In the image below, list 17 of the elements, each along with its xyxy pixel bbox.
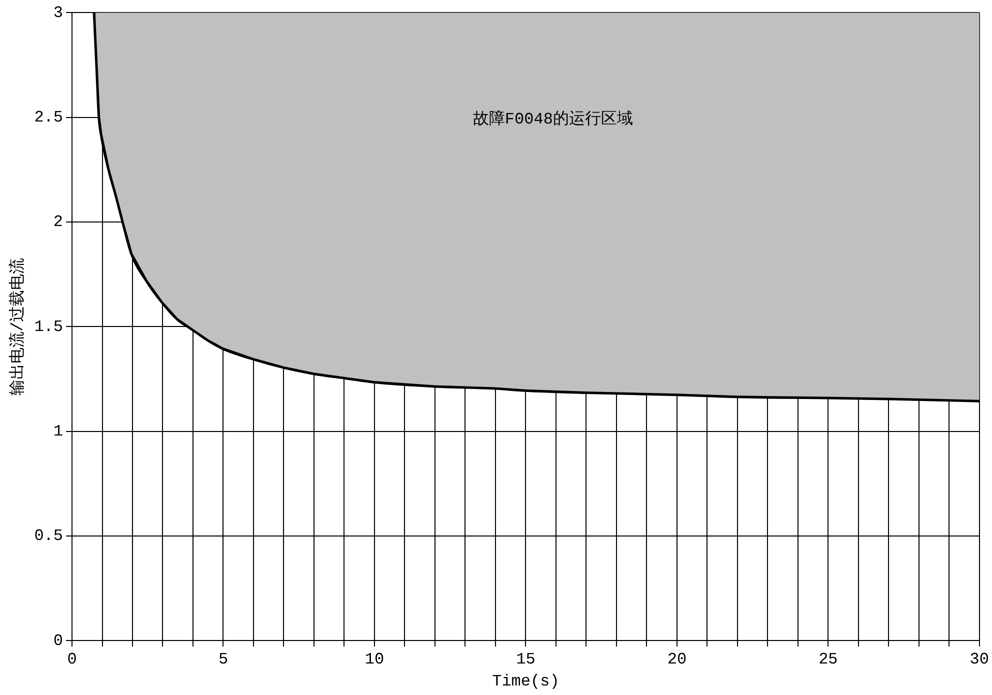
x-tick-label: 30 [970,650,989,668]
y-tick-label: 0.5 [34,527,64,546]
x-tick-label: 10 [364,650,384,668]
y-axis-title: 输出电流/过载电流 [8,258,27,396]
y-tick-label: 2.5 [34,108,64,126]
y-tick-label: 3 [53,4,64,22]
x-tick-label: 0 [67,650,77,668]
annotation: 故障F0048的运行区域 [472,110,633,129]
y-tick-label: 1 [53,422,64,440]
x-tick-label: 25 [818,650,838,668]
x-tick-label: 15 [516,650,536,668]
x-axis-title: Time(s) [492,672,560,691]
y-tick-label: 0 [53,632,64,650]
y-tick-label: 1.5 [34,318,64,336]
x-tick-label: 20 [667,650,687,668]
y-tick-label: 2 [53,213,64,232]
x-tick-label: 5 [218,650,228,668]
